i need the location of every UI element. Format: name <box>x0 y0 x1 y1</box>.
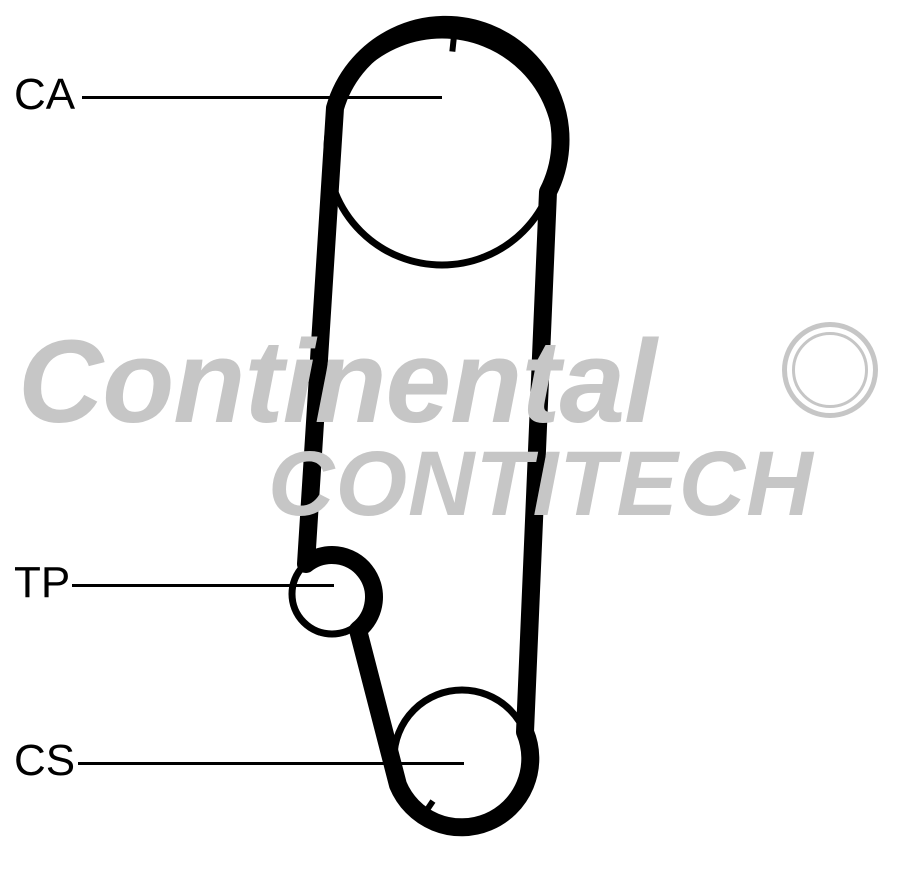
timing-mark-ca <box>452 36 454 52</box>
watermark-seal-inner <box>792 332 868 408</box>
diagram-stage: Continental CONTITECH CA TP CS <box>0 0 900 874</box>
leader-tp <box>72 584 334 587</box>
label-cs: CS <box>14 736 75 786</box>
label-tp: TP <box>14 558 70 608</box>
label-ca: CA <box>14 70 75 120</box>
watermark-main: Continental <box>18 314 656 450</box>
leader-cs <box>78 762 464 765</box>
watermark-sub: CONTITECH <box>268 432 814 537</box>
leader-ca <box>82 96 442 99</box>
